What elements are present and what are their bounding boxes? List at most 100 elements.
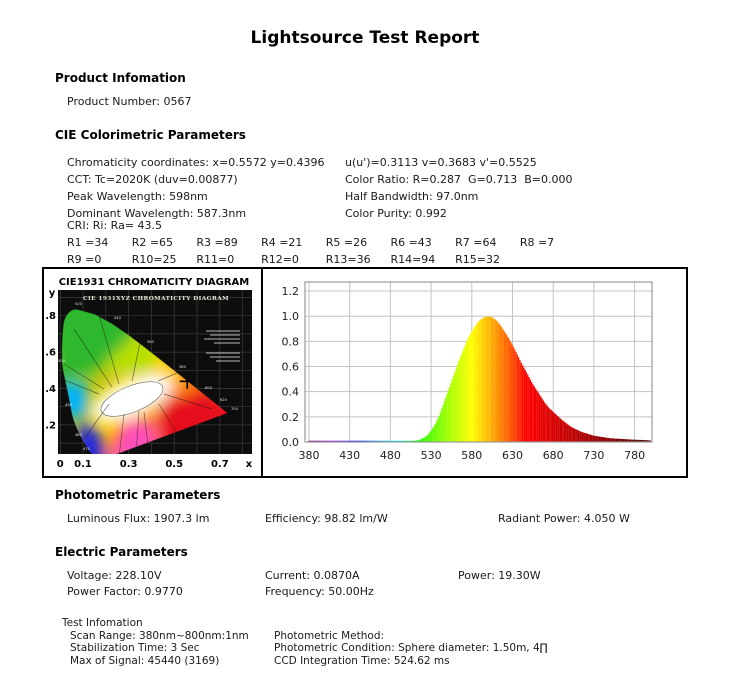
test-info-heading: Test Infomation — [62, 617, 143, 629]
colorimetric-row: Peak Wavelength: 598nm Half Bandwidth: 97… — [67, 190, 687, 207]
svg-text:CIE 1931XYZ CHROMATICITY DIAGR: CIE 1931XYZ CHROMATICITY DIAGRAM — [83, 296, 229, 302]
section-electric-heading: Electric Parameters — [55, 545, 188, 559]
cie-chromaticity-diagram: CIE1931 CHROMATICITY DIAGRAM CIE 1931XYZ … — [44, 269, 263, 476]
electric-row-1: Voltage: 228.10V Current: 0.0870A Power: 1… — [67, 569, 707, 585]
photometric-row: Luminous Flux: 1907.3 lm Efficiency: 98.8… — [67, 512, 707, 528]
photometric-value: Luminous Flux: 1907.3 lm — [67, 512, 210, 525]
test-info-line: Photometric Method: — [274, 629, 385, 642]
svg-text:560: 560 — [147, 340, 155, 344]
cri-value: R12=0 — [261, 253, 299, 266]
svg-text:.2: .2 — [45, 420, 56, 431]
colorimetric-row: CCT: Tc=2020K (duv=0.00877) Color Ratio: … — [67, 173, 687, 190]
colorimetric-left-value: Peak Wavelength: 598nm — [67, 190, 208, 203]
svg-text:0.8: 0.8 — [282, 335, 300, 348]
svg-text:0.3: 0.3 — [120, 459, 138, 470]
svg-text:480: 480 — [380, 449, 401, 462]
svg-text:0.4: 0.4 — [282, 386, 300, 399]
electric-value: Current: 0.0870A — [265, 569, 360, 582]
colorimetric-parameter-rows: Chromaticity coordinates: x=0.5572 y=0.4… — [67, 156, 687, 224]
colorimetric-left-value: Dominant Wavelength: 587.3nm — [67, 207, 247, 220]
svg-text:0.5: 0.5 — [165, 459, 183, 470]
svg-text:580: 580 — [461, 449, 482, 462]
cri-value: R11=0 — [196, 253, 235, 266]
cri-value: R2 =65 — [131, 236, 174, 249]
colorimetric-row: Dominant Wavelength: 587.3nm Color Purity… — [67, 207, 687, 224]
svg-text:620: 620 — [220, 398, 228, 402]
section-colorimetric-heading: CIE Colorimetric Parameters — [55, 128, 246, 142]
cri-summary: CRI: Ri: Ra= 43.5 — [67, 219, 163, 232]
svg-text:540: 540 — [114, 316, 122, 320]
svg-text:0.2: 0.2 — [282, 411, 300, 424]
colorimetric-right-value: u(u')=0.3113 v=0.3683 v'=0.5525 — [345, 156, 537, 169]
svg-text:580: 580 — [179, 365, 187, 369]
test-info-right-column: Photometric Method: Photometric Condition… — [274, 630, 548, 668]
cri-value: R6 =43 — [390, 236, 432, 249]
svg-text:490: 490 — [65, 403, 73, 407]
svg-text:520: 520 — [75, 302, 83, 306]
cri-value: R15=32 — [455, 253, 500, 266]
svg-text:500: 500 — [58, 359, 66, 363]
test-info-line: Max of Signal: 45440 (3169) — [70, 654, 220, 667]
electric-value: Voltage: 228.10V — [67, 569, 162, 582]
electric-value: Power Factor: 0.9770 — [67, 585, 183, 598]
svg-text:780: 780 — [624, 449, 645, 462]
spectrum-svg: 0.0 0.2 0.4 0.6 0.8 1.0 1.2 380 430 480 530 580 630 6… — [263, 269, 682, 472]
svg-text:380: 380 — [299, 449, 320, 462]
colorimetric-left-value: Chromaticity coordinates: x=0.5572 y=0.4… — [67, 156, 325, 169]
cri-value: R5 =26 — [325, 236, 368, 249]
report-title: Lightsource Test Report — [250, 28, 480, 48]
cri-value: R7 =64 — [455, 236, 497, 249]
charts-panel: CIE1931 CHROMATICITY DIAGRAM CIE 1931XYZ … — [42, 267, 688, 478]
cri-value: R4 =21 — [261, 236, 303, 249]
colorimetric-right-value: Color Ratio: R=0.287 G=0.713 B=0.000 — [345, 173, 573, 186]
test-info-line: Stabilization Time: 3 Sec — [70, 642, 200, 654]
section-product-heading: Product Infomation — [55, 71, 186, 85]
electric-value: Frequency: 50.00Hz — [265, 585, 374, 598]
test-info-left-column: Scan Range: 380nm~800nm:1nm Stabilization… — [70, 630, 682, 668]
svg-text:730: 730 — [583, 449, 604, 462]
cri-value: R13=36 — [325, 253, 371, 266]
svg-text:470: 470 — [83, 447, 91, 451]
cie-chromaticity-svg: CIE1931 CHROMATICITY DIAGRAM CIE 1931XYZ … — [44, 269, 261, 472]
svg-text:x: x — [246, 459, 253, 470]
svg-text:0.6: 0.6 — [282, 361, 300, 374]
test-info-line: CCD Integration Time: 524.62 ms — [274, 654, 450, 667]
svg-text:600: 600 — [205, 386, 213, 390]
svg-text:y: y — [49, 288, 56, 299]
svg-text:680: 680 — [543, 449, 564, 462]
svg-text:0.1: 0.1 — [74, 459, 92, 470]
svg-text:.6: .6 — [45, 348, 56, 359]
test-info-section: Test Infomation Scan Range: 380nm~800nm:… — [62, 617, 682, 667]
svg-text:480: 480 — [75, 433, 83, 437]
cri-value: R9 =0 — [67, 253, 102, 266]
colorimetric-right-value: Color Purity: 0.992 — [345, 207, 447, 220]
svg-text:530: 530 — [421, 449, 442, 462]
electric-row-2: Power Factor: 0.9770 Frequency: 50.00Hz — [67, 585, 707, 601]
cri-value: R3 =89 — [196, 236, 238, 249]
colorimetric-row: Chromaticity coordinates: x=0.5572 y=0.4… — [67, 156, 687, 173]
colorimetric-right-value: Half Bandwidth: 97.0nm — [345, 190, 479, 203]
svg-text:700: 700 — [231, 407, 239, 411]
cri-values-row-1: R1 =34 R2 =65 R3 =89 R4 =21 R5 =26 R6 =43 R7 =… — [67, 236, 687, 253]
cri-value: R10=25 — [131, 253, 177, 266]
cri-value: R14=94 — [390, 253, 436, 266]
test-info-line: Photometric Condition: Sphere diameter: … — [274, 642, 548, 654]
svg-text:430: 430 — [339, 449, 360, 462]
section-photometric-heading: Photometric Parameters — [55, 488, 221, 502]
svg-text:1.0: 1.0 — [282, 310, 300, 323]
photometric-value: Efficiency: 98.82 lm/W — [265, 512, 388, 525]
test-info-line: Scan Range: 380nm~800nm:1nm — [70, 629, 249, 642]
photometric-value: Radiant Power: 4.050 W — [498, 512, 630, 525]
spectrum-chart: 0.0 0.2 0.4 0.6 0.8 1.0 1.2 380 430 480 530 580 630 6… — [263, 269, 686, 476]
svg-text:1.2: 1.2 — [282, 285, 300, 298]
svg-text:.8: .8 — [45, 311, 56, 322]
svg-text:CIE1931 CHROMATICITY DIAGRAM: CIE1931 CHROMATICITY DIAGRAM — [59, 277, 250, 288]
cri-value: R1 =34 — [67, 236, 109, 249]
svg-text:.4: .4 — [45, 384, 56, 395]
product-number: Product Number: 0567 — [67, 95, 192, 108]
electric-value: Power: 19.30W — [458, 569, 541, 582]
svg-text:0.0: 0.0 — [282, 436, 300, 449]
cri-value: R8 =7 — [519, 236, 555, 249]
svg-text:630: 630 — [502, 449, 523, 462]
